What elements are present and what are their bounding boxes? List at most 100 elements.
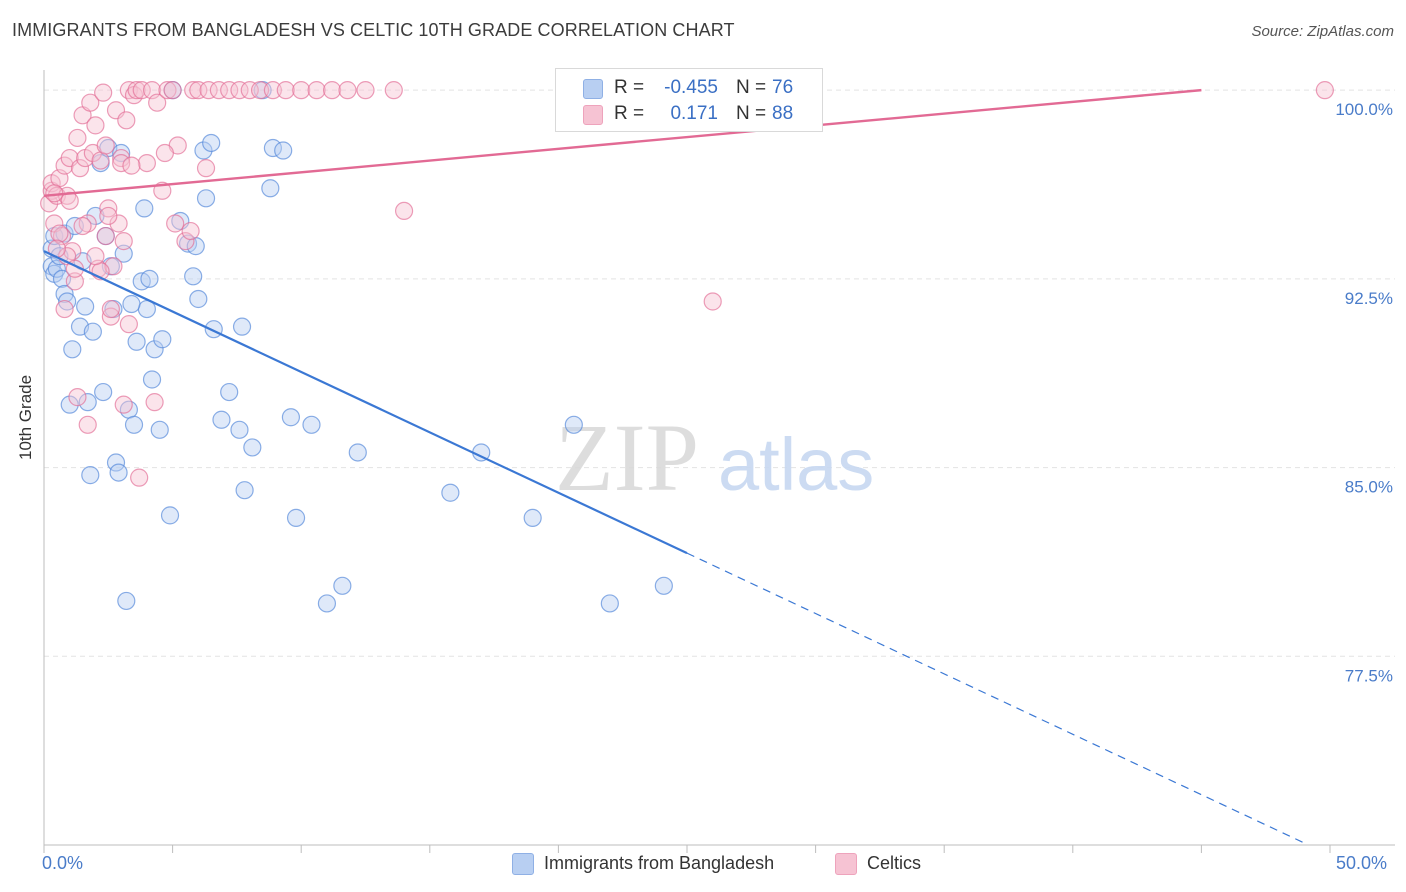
point-celtics	[91, 151, 110, 170]
legend-r-value: -0.455	[664, 77, 718, 98]
point-celtics	[250, 81, 270, 100]
point-celtics	[78, 415, 97, 434]
point-celtics	[394, 201, 414, 221]
gridlines	[44, 89, 1395, 657]
point-bangladesh	[281, 408, 301, 427]
series-celtics	[40, 81, 1334, 487]
point-celtics	[230, 81, 249, 100]
point-celtics	[50, 224, 69, 243]
point-celtics	[122, 156, 141, 175]
point-celtics	[338, 81, 357, 100]
y-tick-labels: 100.0% 92.5% 85.0% 77.5%	[1335, 100, 1393, 685]
point-celtics	[70, 159, 90, 178]
chart-title: IMMIGRANTS FROM BANGLADESH VS CELTIC 10T…	[12, 20, 735, 40]
axes	[43, 70, 1395, 853]
bottom-legend-label-celtics: Celtics	[867, 853, 922, 873]
source-credit: Source: ZipAtlas.com	[1251, 23, 1394, 40]
point-celtics	[86, 116, 105, 135]
point-bangladesh	[63, 340, 82, 359]
point-bangladesh	[441, 483, 460, 502]
point-celtics	[176, 232, 195, 251]
legend-r-value: 0.171	[670, 103, 718, 124]
y-axis-label: 10th Grade	[16, 374, 35, 460]
point-bangladesh	[523, 508, 542, 527]
point-bangladesh	[117, 591, 136, 611]
legend-n-label: N =	[736, 103, 767, 124]
point-celtics	[703, 292, 722, 311]
legend-n-label: N =	[736, 77, 767, 98]
point-bangladesh	[160, 506, 180, 525]
y-tick-label: 100.0%	[1335, 100, 1393, 119]
point-celtics	[68, 388, 87, 407]
point-celtics	[1315, 81, 1334, 100]
point-bangladesh	[317, 594, 337, 613]
point-bangladesh	[60, 395, 79, 414]
point-bangladesh	[127, 332, 146, 351]
point-celtics	[307, 81, 326, 100]
point-bangladesh	[81, 466, 100, 485]
trend-line-celtics	[43, 88, 1202, 198]
point-celtics	[109, 214, 128, 233]
legend-r-label: R =	[614, 77, 645, 98]
point-bangladesh	[274, 141, 293, 160]
point-celtics	[181, 221, 200, 241]
point-celtics	[86, 247, 105, 266]
point-bangladesh	[189, 289, 208, 309]
bottom-legend-swatch-celtics	[835, 853, 857, 875]
point-bangladesh	[302, 415, 321, 434]
point-celtics	[384, 81, 403, 100]
point-bangladesh	[122, 294, 141, 314]
point-celtics	[94, 83, 113, 102]
point-celtics	[132, 81, 151, 100]
point-celtics	[65, 272, 84, 291]
legend-row-celtics: R = 0.171 N = 88	[556, 101, 822, 127]
point-celtics	[78, 214, 97, 233]
point-bangladesh	[196, 189, 216, 208]
point-celtics	[99, 199, 118, 218]
point-bangladesh	[600, 594, 619, 613]
point-bangladesh	[220, 382, 239, 402]
point-celtics	[220, 81, 239, 100]
point-celtics	[196, 159, 216, 178]
series-bangladesh	[42, 81, 673, 613]
point-celtics	[158, 81, 177, 100]
point-bangladesh	[114, 244, 133, 263]
y-tick-label: 85.0%	[1345, 478, 1393, 497]
point-celtics	[101, 299, 120, 319]
y-tick-label: 92.5%	[1345, 289, 1393, 308]
legend-n-value: 88	[772, 103, 794, 124]
point-bangladesh	[76, 297, 95, 316]
point-bangladesh	[286, 508, 306, 527]
point-bangladesh	[78, 393, 97, 412]
point-bangladesh	[142, 370, 162, 389]
point-bangladesh	[243, 438, 262, 457]
point-bangladesh	[333, 576, 352, 595]
point-bangladesh	[654, 576, 673, 595]
point-bangladesh	[145, 340, 164, 359]
point-celtics	[276, 81, 295, 100]
y-tick-label: 77.5%	[1345, 666, 1393, 685]
point-bangladesh	[109, 463, 128, 482]
point-celtics	[114, 395, 133, 414]
point-celtics	[63, 242, 82, 261]
watermark-atlas: atlas	[718, 423, 874, 506]
point-celtics	[148, 93, 167, 112]
point-bangladesh	[184, 267, 203, 286]
trend-line-bangladesh-extrapolated	[686, 552, 1305, 844]
point-bangladesh	[135, 199, 154, 218]
x-tick-max: 50.0%	[1336, 853, 1388, 873]
point-celtics	[322, 81, 342, 100]
point-bangladesh	[202, 133, 221, 153]
x-tick-min: 0.0%	[42, 853, 84, 873]
point-bangladesh	[232, 317, 252, 336]
point-celtics	[240, 81, 259, 100]
point-celtics	[114, 232, 133, 251]
point-celtics	[96, 226, 115, 246]
point-celtics	[356, 81, 375, 100]
point-celtics	[81, 93, 100, 112]
point-bangladesh	[235, 481, 254, 500]
point-bangladesh	[124, 415, 144, 434]
point-celtics	[99, 206, 118, 226]
point-celtics	[127, 81, 146, 100]
point-celtics	[199, 81, 218, 100]
